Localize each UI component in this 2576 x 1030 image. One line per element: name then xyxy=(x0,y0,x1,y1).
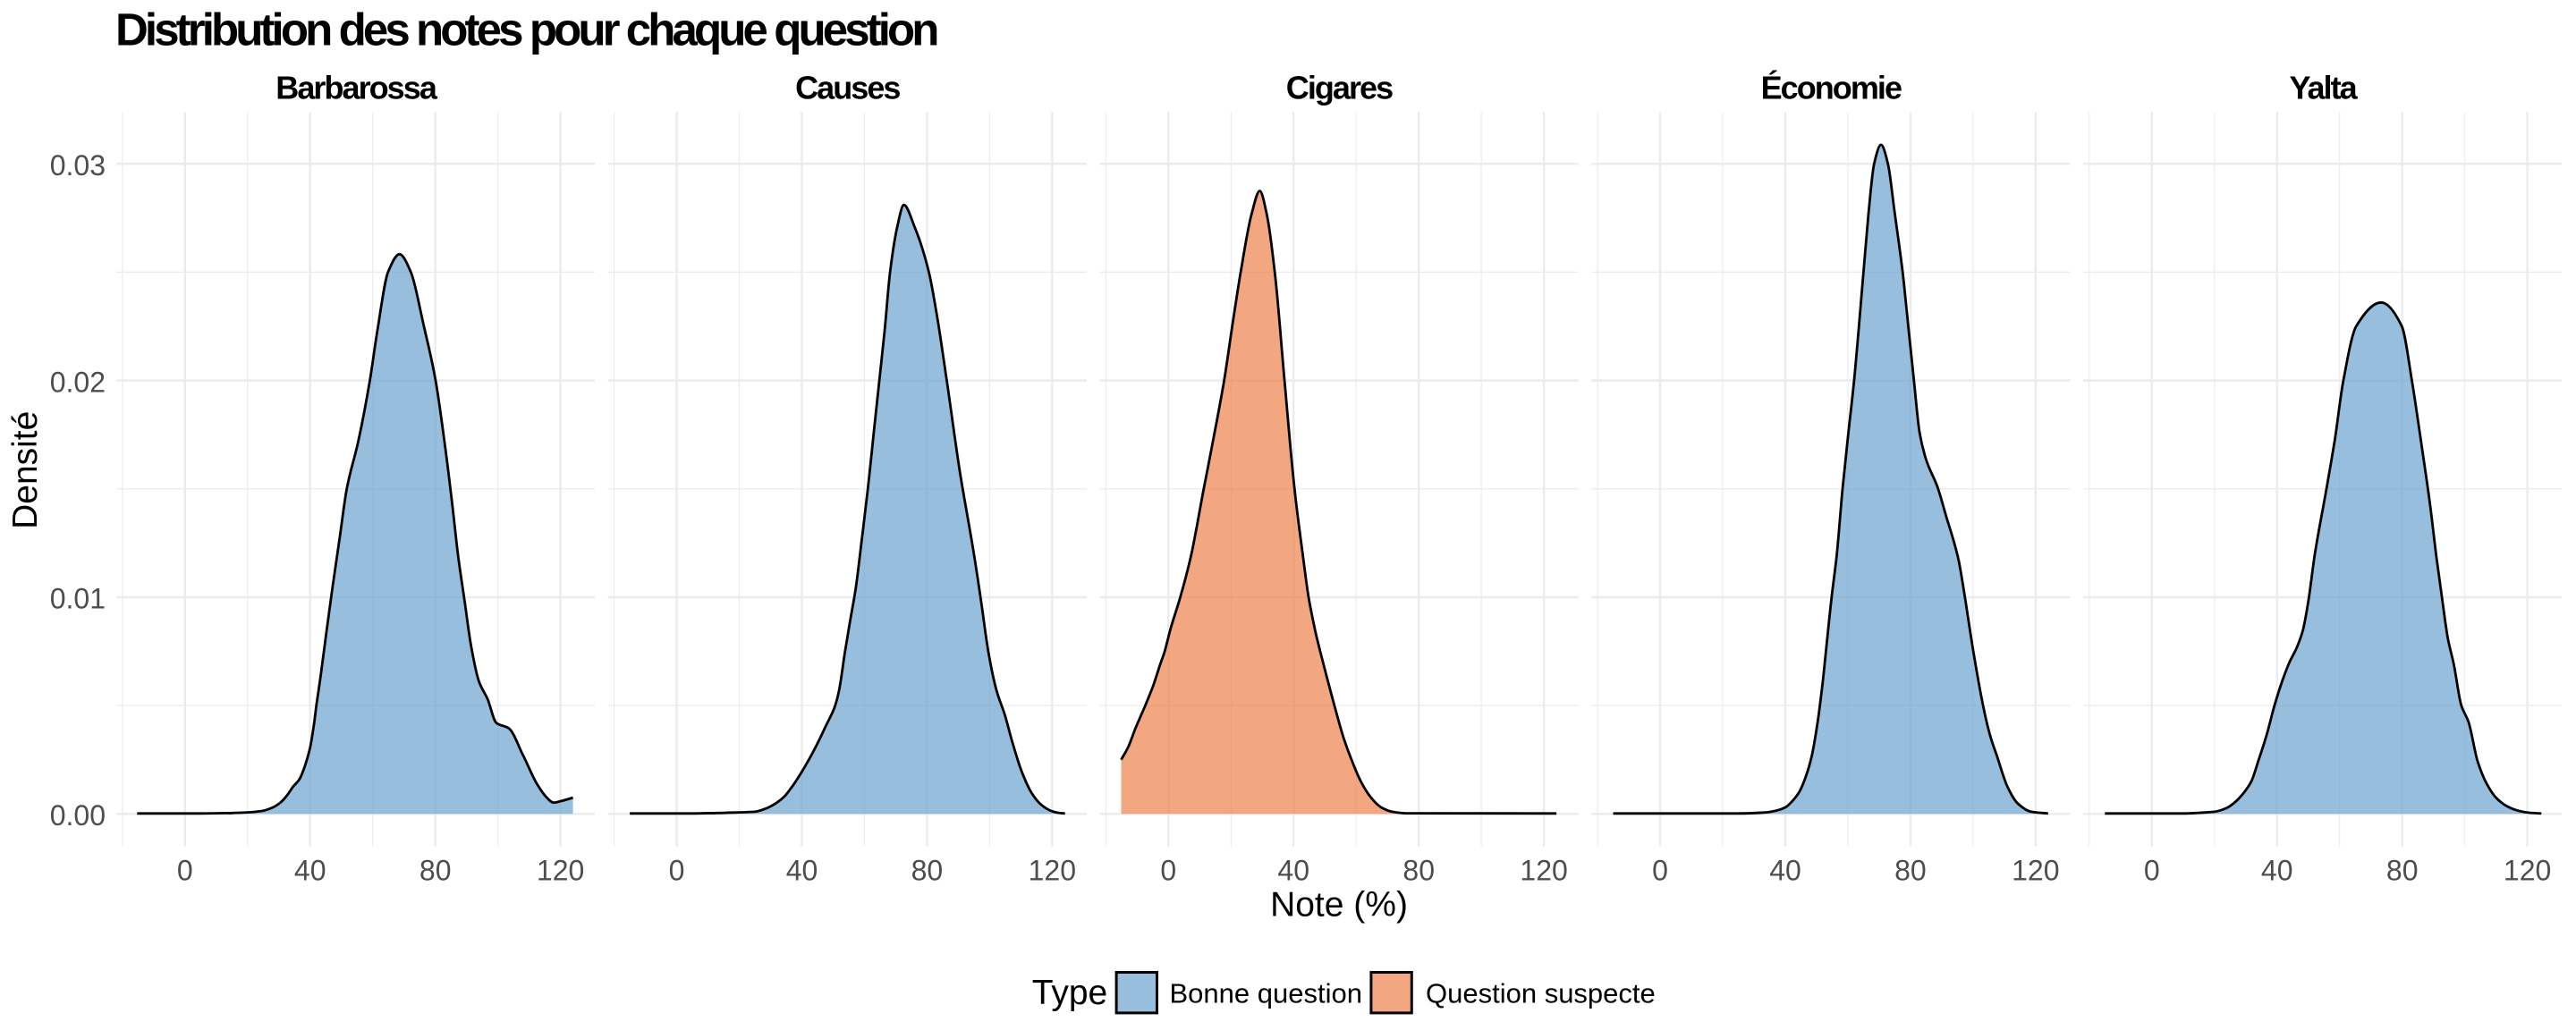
svg-text:0: 0 xyxy=(1652,855,1668,887)
svg-text:80: 80 xyxy=(911,855,944,887)
svg-text:Question suspecte: Question suspecte xyxy=(1426,978,1656,1009)
svg-text:0: 0 xyxy=(669,855,685,887)
svg-text:120: 120 xyxy=(1029,855,1076,887)
svg-text:40: 40 xyxy=(2261,855,2293,887)
svg-text:Type: Type xyxy=(1032,974,1108,1012)
svg-text:Barbarossa: Barbarossa xyxy=(275,70,438,106)
svg-text:0.00: 0.00 xyxy=(50,799,106,832)
svg-text:120: 120 xyxy=(2012,855,2059,887)
svg-text:Densité: Densité xyxy=(6,411,45,529)
svg-text:Économie: Économie xyxy=(1761,70,1902,106)
svg-text:Cigares: Cigares xyxy=(1286,70,1393,106)
svg-text:0.03: 0.03 xyxy=(50,149,106,182)
svg-text:40: 40 xyxy=(786,855,818,887)
svg-text:0: 0 xyxy=(177,855,193,887)
svg-text:80: 80 xyxy=(419,855,452,887)
svg-text:0: 0 xyxy=(1160,855,1176,887)
svg-text:Bonne question: Bonne question xyxy=(1170,978,1362,1009)
svg-text:Note (%): Note (%) xyxy=(1270,886,1408,924)
svg-text:120: 120 xyxy=(1520,855,1567,887)
svg-text:80: 80 xyxy=(2386,855,2419,887)
svg-text:80: 80 xyxy=(1894,855,1927,887)
svg-text:Distribution des notes pour ch: Distribution des notes pour chaque quest… xyxy=(115,4,936,55)
svg-text:40: 40 xyxy=(1277,855,1309,887)
svg-text:Causes: Causes xyxy=(795,70,900,106)
svg-text:0.02: 0.02 xyxy=(50,366,106,398)
svg-text:40: 40 xyxy=(294,855,326,887)
svg-text:40: 40 xyxy=(1769,855,1801,887)
svg-text:Yalta: Yalta xyxy=(2289,70,2358,106)
svg-text:120: 120 xyxy=(2504,855,2551,887)
svg-text:0.01: 0.01 xyxy=(50,583,106,615)
svg-text:120: 120 xyxy=(537,855,584,887)
svg-text:0: 0 xyxy=(2144,855,2160,887)
svg-text:80: 80 xyxy=(1402,855,1435,887)
